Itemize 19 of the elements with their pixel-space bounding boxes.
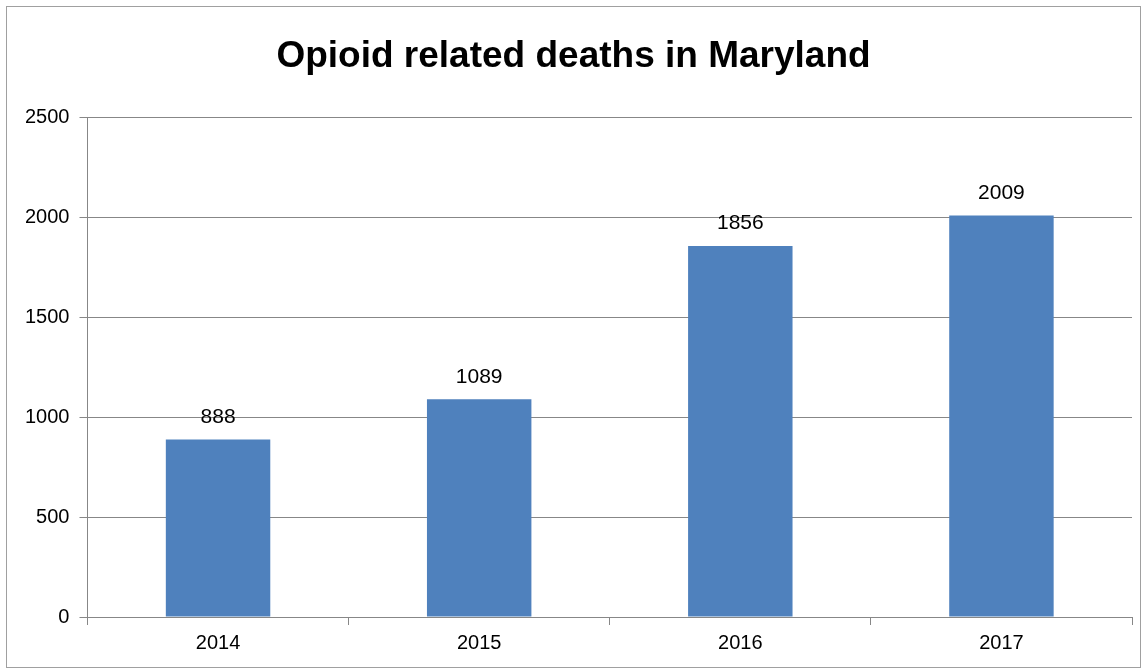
bar [426, 399, 532, 617]
y-tick-label: 2000 [24, 204, 70, 227]
chart-title: Opioid related deaths in Maryland [276, 34, 871, 76]
bar [949, 215, 1054, 617]
data-label: 1856 [716, 210, 764, 234]
bar [165, 439, 271, 617]
x-tick-label: 2017 [979, 630, 1024, 653]
x-tick-label: 2015 [456, 630, 502, 653]
x-tick-label: 2014 [195, 630, 241, 653]
y-tick-label: 1500 [24, 304, 70, 327]
y-tick-label: 500 [36, 504, 70, 527]
y-tick-label: 2500 [24, 104, 70, 127]
data-label: 888 [200, 403, 236, 427]
data-label: 1089 [455, 363, 503, 387]
y-tick-label: 1000 [24, 404, 70, 427]
data-label: 2009 [978, 179, 1025, 203]
x-tick-label: 2016 [718, 630, 763, 653]
bar [688, 246, 793, 617]
y-tick-label: 0 [58, 604, 70, 627]
